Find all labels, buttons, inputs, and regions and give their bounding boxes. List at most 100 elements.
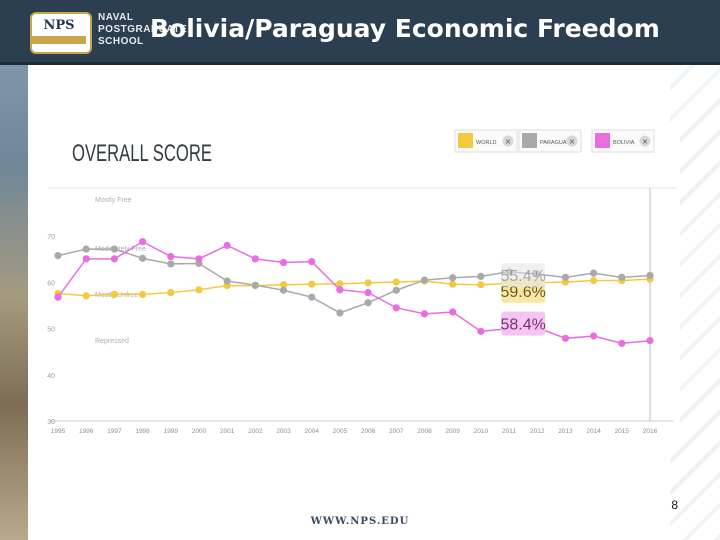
legend-label: BOLIVIA	[613, 140, 635, 146]
x-tick-label: 2006	[361, 428, 376, 435]
x-tick-label: 1997	[107, 428, 122, 435]
x-tick-label: 2000	[192, 428, 207, 435]
series-point-bolivia	[449, 308, 457, 316]
logo-line: POSTGRADUATE	[98, 24, 188, 35]
y-tick-label: 30	[47, 419, 55, 426]
series-point-world	[308, 280, 316, 288]
series-point-bolivia	[138, 238, 147, 246]
series-point-bolivia	[110, 255, 118, 263]
series-line-paraguay	[57, 248, 651, 314]
series-point-paraguay	[590, 269, 598, 277]
x-tick-label: 2010	[474, 428, 489, 435]
series-point-paraguay	[618, 273, 626, 281]
series-point-world	[449, 280, 457, 288]
annotation-box	[501, 311, 546, 336]
x-tick-label: 2002	[248, 428, 263, 435]
x-tick-label: 2011	[502, 428, 516, 435]
logo-seal-text: NPS	[43, 18, 75, 33]
overall-score-chart: OVERALL SCORE WORLD × PARAGUAY× BOLIVIA × Mo…	[40, 125, 680, 445]
logo-ribbon	[32, 36, 86, 44]
series-point-paraguay	[167, 260, 175, 268]
annotation-label: 55.4%	[500, 268, 545, 285]
legend-item-bolivia: BOLIVIA ×	[591, 129, 655, 153]
x-tick-label: 1996	[79, 428, 94, 435]
x-tick-label: 2015	[615, 428, 630, 435]
page-number: 8	[671, 498, 678, 512]
x-tick-label: 2014	[586, 428, 601, 435]
series-point-paraguay	[364, 299, 372, 307]
series-point-paraguay	[420, 276, 429, 284]
series-point-bolivia	[646, 337, 654, 345]
series-point-bolivia	[561, 334, 570, 342]
annotation-box	[501, 263, 546, 288]
series-point-bolivia	[618, 339, 626, 347]
annotation-label: 59.6%	[500, 284, 545, 301]
series-point-paraguay	[561, 273, 570, 281]
series-point-bolivia	[167, 252, 175, 261]
series-point-bolivia	[54, 293, 62, 301]
series-point-bolivia	[477, 327, 485, 335]
series-point-world	[167, 288, 175, 297]
band-label: Mostly Free	[95, 197, 132, 204]
legend-swatch	[458, 133, 473, 148]
logo-wordmark: NAVAL POSTGRADUATE SCHOOL	[98, 12, 187, 48]
chart-background	[40, 125, 680, 445]
y-tick-label: 40	[47, 373, 55, 380]
chart-title: OVERALL SCORE	[72, 140, 212, 167]
legend-remove-glyph: ×	[505, 137, 512, 146]
legend-remove-icon	[502, 135, 514, 147]
legend-label: WORLD	[476, 140, 497, 146]
series-point-paraguay	[223, 277, 231, 285]
x-tick-label: 2009	[445, 428, 460, 435]
series-point-paraguay	[82, 245, 90, 253]
x-tick-label: 2016	[643, 428, 658, 435]
logo-seal-icon	[30, 12, 92, 54]
series-point-bolivia	[392, 304, 400, 312]
series-point-bolivia	[336, 286, 344, 294]
series-point-world	[392, 278, 400, 286]
series-point-paraguay	[449, 274, 457, 282]
series-point-paraguay	[477, 272, 485, 280]
series-point-bolivia	[308, 258, 316, 266]
legend-remove-glyph: ×	[569, 137, 576, 146]
legend-remove-icon	[566, 135, 578, 147]
series-point-paraguay	[646, 271, 654, 280]
series-point-bolivia	[279, 258, 288, 267]
legend-swatch	[595, 133, 610, 148]
slide-title: Bolivia/Paraguay Economic Freedom	[150, 14, 660, 43]
series-point-world	[364, 279, 372, 287]
annotation-label: 58.4%	[500, 317, 545, 334]
series-point-bolivia	[251, 255, 259, 263]
series-point-paraguay	[251, 281, 259, 289]
logo-line: SCHOOL	[98, 36, 144, 47]
x-tick-label: 2004	[304, 428, 319, 435]
y-tick-label: 70	[47, 234, 55, 241]
legend-label: PARAGUAY	[540, 140, 570, 146]
y-tick-label: 60	[47, 280, 55, 287]
annotation-paraguay: 55.4%	[500, 263, 546, 288]
x-tick-label: 2003	[276, 428, 291, 435]
legend-item-paraguay: PARAGUAY×	[518, 129, 582, 153]
x-tick-label: 1998	[135, 428, 150, 435]
x-tick-label: 2013	[558, 428, 573, 435]
series-point-world	[195, 286, 203, 294]
nps-logo: NPS NAVAL POSTGRADUATE SCHOOL	[30, 10, 187, 54]
series-point-bolivia	[590, 332, 598, 340]
band-label: Repressed	[95, 338, 129, 345]
series-point-bolivia	[195, 255, 203, 263]
series-point-world	[477, 281, 485, 289]
x-tick-label: 2007	[389, 428, 404, 435]
series-point-paraguay	[138, 254, 147, 262]
background-photo-strip	[0, 0, 28, 540]
series-point-world	[110, 290, 118, 299]
series-point-world	[279, 281, 288, 289]
series-point-paraguay	[308, 293, 316, 301]
series-point-world	[336, 280, 344, 288]
x-tick-label: 1999	[164, 428, 179, 435]
series-point-bolivia	[364, 288, 372, 297]
legend-item-world: WORLD ×	[454, 129, 518, 153]
annotation-bolivia: 58.4%	[500, 311, 546, 336]
footer-url[interactable]: WWW.NPS.EDU	[310, 516, 410, 527]
series-point-paraguay	[279, 286, 288, 294]
series-point-paraguay	[392, 286, 400, 294]
